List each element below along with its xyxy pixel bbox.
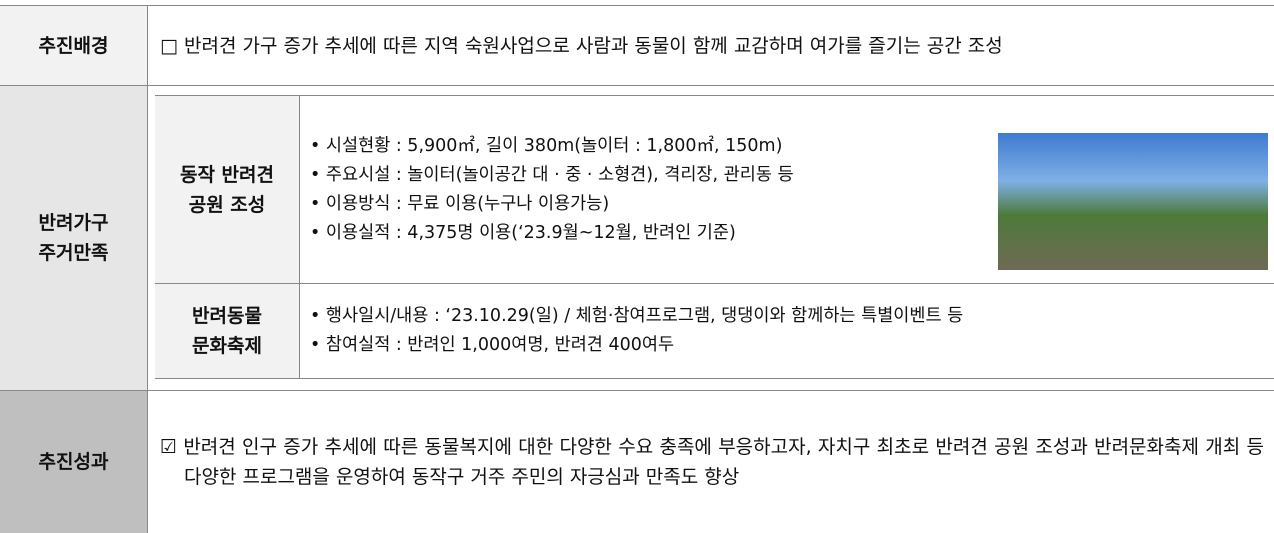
sub-text: 시설현황 : 5,900㎡, 길이 380m(놀이터 : 1,800㎡, 150… [310, 96, 1000, 283]
label-line: 문화축제 [192, 335, 262, 357]
text: ☑ 반려견 인구 증가 추세에 따른 동물복지에 대한 다양한 수요 충족에 부… [160, 436, 1264, 488]
rule [155, 95, 1274, 96]
row-text: □ 반려견 가구 증가 추세에 따른 지역 숙원사업으로 사람과 동물이 함께 … [147, 6, 1274, 85]
row-body [147, 86, 1274, 390]
rule [155, 283, 1274, 284]
rule [0, 85, 1274, 86]
list-item: 주요시설 : 놀이터(놀이공간 대 · 중 · 소형견), 격리장, 관리동 등 [310, 161, 794, 190]
list-item: 행사일시/내용 : ‘23.10.29(일) / 체험·참여프로그램, 댕댕이와… [310, 302, 963, 331]
label-line: 공원 조성 [188, 193, 266, 216]
photo [998, 133, 1268, 270]
text: □ 반려견 가구 증가 추세에 따른 지역 숙원사업으로 사람과 동물이 함께 … [160, 34, 1003, 57]
list-item: 참여실적 : 반려인 1,000여명, 반려견 400여두 [310, 331, 963, 360]
row-text: ☑ 반려견 인구 증가 추세에 따른 동물복지에 대한 다양한 수요 충족에 부… [147, 391, 1274, 533]
list: 행사일시/내용 : ‘23.10.29(일) / 체험·참여프로그램, 댕댕이와… [310, 302, 963, 360]
label-line: 동작 반려견 [179, 163, 274, 186]
sub-text: 행사일시/내용 : ‘23.10.29(일) / 체험·참여프로그램, 댕댕이와… [310, 284, 1274, 378]
list-item: 이용실적 : 4,375명 이용(‘23.9월~12월, 반려인 기준) [310, 219, 794, 248]
row-label: 추진배경 [0, 6, 147, 85]
top-rule [0, 5, 1274, 6]
row-label: 추진성과 [0, 391, 147, 533]
label-line: 주거만족 [38, 242, 109, 264]
list-item: 시설현황 : 5,900㎡, 길이 380m(놀이터 : 1,800㎡, 150… [310, 132, 794, 161]
rule [0, 390, 1274, 391]
list-item: 이용방식 : 무료 이용(누구나 이용가능) [310, 190, 794, 219]
label-line: 반려가구 [38, 212, 109, 234]
list: 시설현황 : 5,900㎡, 길이 380m(놀이터 : 1,800㎡, 150… [310, 132, 794, 248]
label-line: 반려동물 [192, 305, 262, 327]
rule [155, 378, 1274, 379]
